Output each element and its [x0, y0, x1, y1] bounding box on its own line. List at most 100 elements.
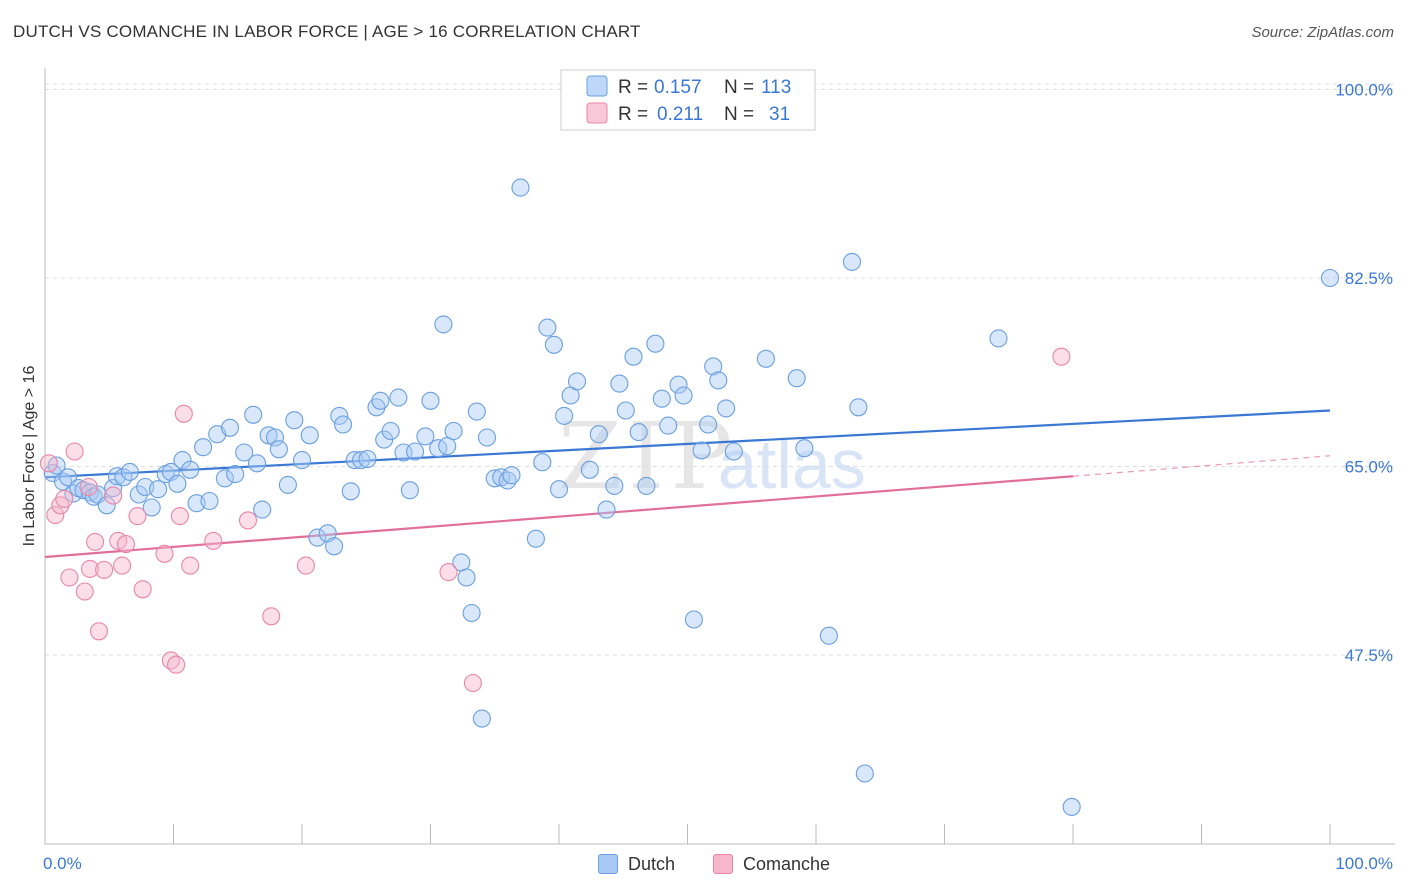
data-point-comanche — [1052, 347, 1071, 366]
data-point-dutch — [129, 485, 148, 504]
data-point-dutch — [244, 405, 263, 424]
data-point-dutch — [269, 440, 288, 459]
data-point-dutch — [652, 389, 671, 408]
data-point-dutch — [345, 451, 364, 470]
y-tick-label: 65.0% — [1345, 458, 1393, 477]
correlation-legend: R = 0.157 N = 113 R = 0.211 N = 31 — [560, 69, 816, 131]
data-point-dutch — [247, 454, 267, 473]
data-point-dutch — [467, 402, 486, 421]
data-point-dutch — [265, 428, 285, 447]
data-point-dutch — [74, 481, 93, 500]
data-point-comanche — [296, 556, 315, 575]
data-point-dutch — [181, 460, 200, 479]
data-point-comanche — [79, 477, 98, 497]
data-point-dutch — [200, 491, 219, 511]
data-point-comanche — [39, 454, 58, 473]
data-point-dutch — [300, 426, 319, 445]
data-point-dutch — [756, 349, 775, 368]
data-point-dutch — [1062, 797, 1081, 816]
data-point-comanche — [80, 559, 100, 578]
data-point-dutch — [502, 466, 521, 485]
data-point-dutch — [438, 437, 457, 456]
data-point-comanche — [128, 507, 147, 526]
data-point-dutch — [462, 603, 481, 623]
trend-line-comanche — [44, 475, 1074, 559]
data-point-dutch — [173, 451, 192, 470]
data-point-comanche — [104, 486, 123, 505]
data-point-dutch — [544, 335, 563, 354]
data-point-dutch — [477, 428, 497, 447]
legend-n-value-comanche: 31 — [769, 104, 790, 125]
data-point-dutch — [352, 451, 371, 470]
data-point-dutch — [253, 500, 272, 519]
data-point-dutch — [567, 372, 587, 391]
data-point-comanche — [167, 655, 186, 674]
data-point-dutch — [819, 626, 838, 645]
data-point-dutch — [597, 500, 616, 519]
data-point-dutch — [704, 357, 723, 376]
legend-marker-comanche — [713, 854, 733, 874]
y-tick-label: 47.5% — [1345, 646, 1393, 665]
legend-item-comanche[interactable]: Comanche — [713, 852, 830, 876]
data-point-dutch — [285, 411, 304, 430]
data-point-dutch — [429, 439, 448, 458]
data-point-dutch — [400, 481, 419, 500]
data-point-dutch — [709, 371, 728, 390]
data-point-dutch — [616, 401, 635, 420]
trend-line-dutch — [44, 409, 1331, 479]
data-point-dutch — [526, 529, 545, 548]
source-label[interactable]: Source: ZipAtlas.com — [1251, 24, 1394, 41]
data-point-dutch — [1320, 268, 1340, 288]
data-point-comanche — [262, 607, 281, 626]
data-point-dutch — [717, 399, 736, 418]
data-point-comanche — [174, 404, 193, 423]
data-point-comanche — [181, 556, 200, 575]
data-point-comanche — [75, 582, 94, 601]
data-point-comanche — [55, 489, 74, 508]
legend-swatch-comanche — [586, 102, 608, 124]
data-point-dutch — [692, 441, 711, 460]
data-point-comanche — [95, 560, 114, 579]
legend-swatch-dutch — [586, 75, 608, 97]
data-point-dutch — [549, 480, 569, 499]
data-point-dutch — [341, 482, 360, 501]
x-tick-label: 100.0% — [1335, 854, 1393, 873]
data-point-comanche — [60, 568, 79, 587]
legend-n-label-comanche: N = — [724, 104, 754, 125]
data-point-dutch — [624, 347, 643, 366]
data-point-dutch — [325, 537, 344, 556]
trend-lines — [44, 409, 1331, 559]
y-tick-label: 100.0% — [1335, 81, 1393, 100]
y-axis-title: In Labor Force | Age > 16 — [21, 366, 38, 547]
watermark: ZIP atlas — [558, 403, 866, 510]
data-point-dutch — [989, 329, 1008, 348]
data-point-dutch — [215, 469, 234, 488]
data-point-comanche — [170, 507, 189, 526]
data-point-dutch — [629, 423, 648, 442]
data-point-dutch — [589, 425, 608, 444]
data-point-dutch — [684, 610, 703, 629]
data-point-dutch — [358, 449, 377, 469]
legend-item-dutch[interactable]: Dutch — [598, 852, 675, 876]
data-point-dutch — [457, 568, 476, 587]
data-points — [39, 178, 1340, 816]
data-point-dutch — [787, 369, 806, 388]
data-point-dutch — [472, 709, 491, 728]
data-point-dutch — [855, 764, 874, 783]
data-point-comanche — [204, 531, 223, 550]
data-point-dutch — [533, 453, 552, 472]
legend-label-comanche: Comanche — [743, 853, 831, 874]
legend-r-label-comanche: R = — [618, 104, 648, 125]
data-point-comanche — [439, 563, 458, 582]
data-point-dutch — [580, 460, 599, 479]
data-point-dutch — [406, 442, 425, 461]
data-point-dutch — [795, 439, 814, 458]
data-point-dutch — [669, 375, 688, 394]
watermark-zip: ZIP — [558, 403, 738, 510]
data-point-dutch — [849, 398, 868, 417]
data-point-dutch — [610, 374, 629, 393]
data-point-dutch — [120, 462, 139, 481]
data-point-dutch — [421, 391, 440, 410]
data-point-comanche — [155, 544, 174, 563]
